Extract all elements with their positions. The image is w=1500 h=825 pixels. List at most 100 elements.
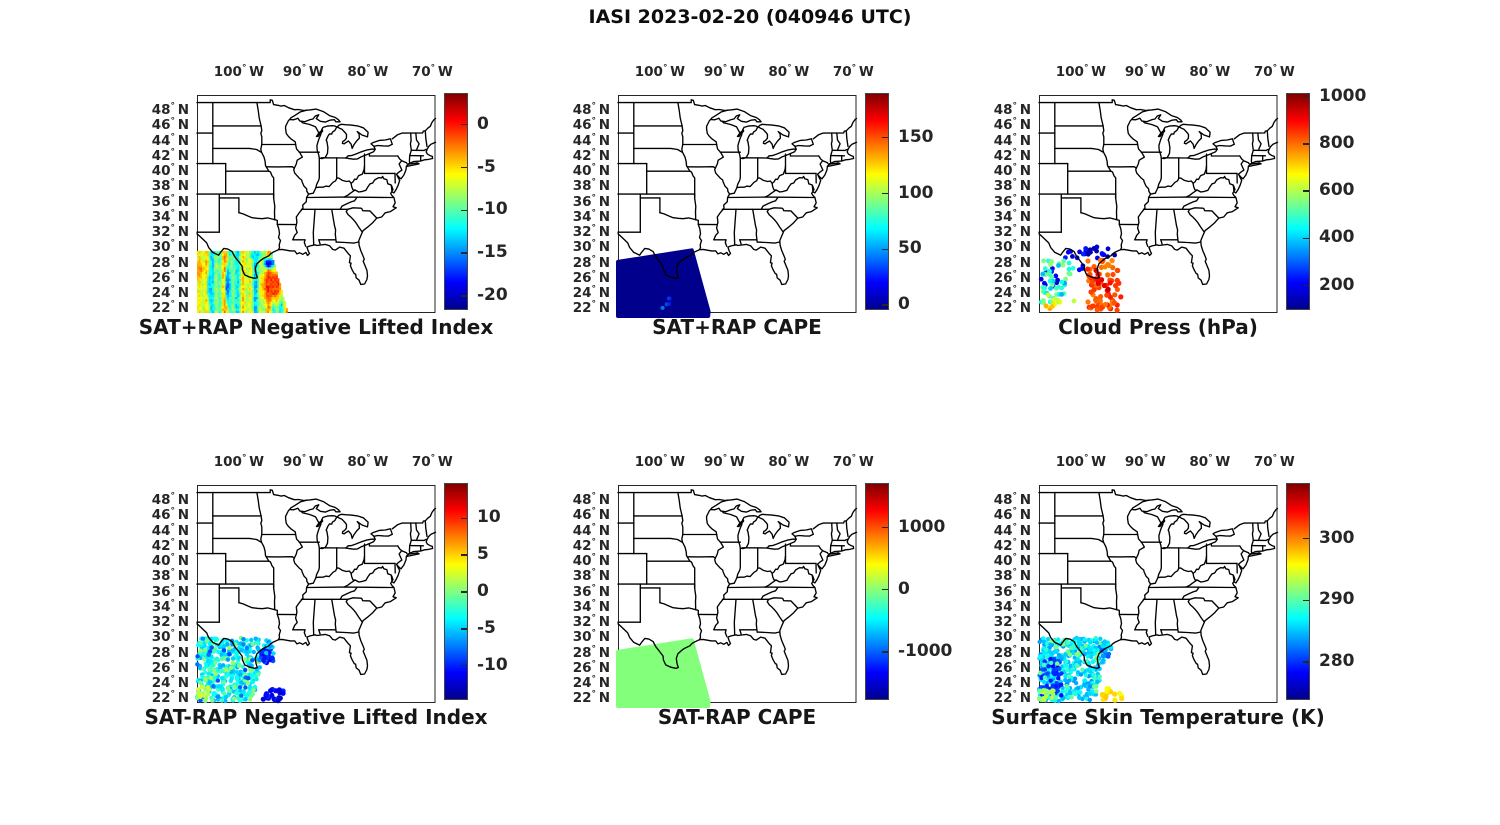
colorbar-tick-label: -20 [477, 285, 508, 305]
lat-tick-label: 34° N [572, 598, 610, 615]
colorbar-gradient [444, 93, 468, 310]
colorbar-tick-label: 10 [477, 507, 501, 528]
lon-tick-label: 100° W [1055, 453, 1107, 470]
lon-tick-label: 70° W [832, 63, 874, 80]
lat-tick-label: 28° N [151, 644, 189, 661]
lat-tick-label: 26° N [572, 269, 610, 286]
lat-tick-label: 22° N [993, 299, 1031, 317]
lat-tick-label: 32° N [993, 613, 1031, 631]
panel-title: SAT-RAP CAPE [657, 705, 817, 729]
lon-tick-label: 80° W [347, 453, 389, 470]
lat-tick-label: 36° N [572, 193, 610, 210]
lon-tick-label: 80° W [768, 63, 810, 80]
colorbar: 1000 800 600 400 200 [1286, 86, 1396, 310]
lat-tick-label: 24° N [151, 674, 189, 692]
colorbar-tick-label: 300 [1319, 527, 1355, 548]
lon-tick-label: 90° W [703, 63, 745, 80]
colorbar-tick-label: -10 [477, 654, 508, 675]
lat-tick-label: 34° N [151, 208, 189, 225]
lat-tick-label: 42° N [151, 147, 189, 164]
colorbar-tick-label: -5 [477, 617, 496, 638]
lat-tick-label: 36° N [151, 193, 189, 210]
lat-tick-label: 40° N [572, 162, 610, 180]
lat-tick-label: 26° N [151, 659, 189, 676]
lat-tick-label: 30° N [993, 628, 1031, 646]
basemap-layer [617, 489, 858, 676]
colorbar-tick-label: -15 [477, 242, 508, 263]
colorbar-tick-label: 800 [1319, 132, 1355, 153]
colorbar-tick-label: 600 [1319, 180, 1355, 201]
map-area [616, 95, 858, 318]
map-area [1038, 95, 1279, 313]
colorbar-tick [461, 554, 467, 556]
colorbar-tick [882, 192, 888, 195]
data-layer [616, 248, 711, 318]
colorbar-tick [882, 651, 888, 653]
lon-tick-label: 80° W [1189, 63, 1231, 80]
colorbar-gradient [1286, 483, 1310, 700]
lat-tick-label: 46° N [151, 506, 189, 524]
colorbar-tick [1303, 284, 1309, 287]
lat-tick-label: 34° N [151, 598, 189, 615]
map-area [616, 485, 858, 708]
lat-tick-label: 30° N [993, 238, 1031, 256]
lon-tick-label: 70° W [832, 453, 874, 470]
colorbar-tick-label: 0 [477, 580, 489, 601]
lon-tick-label: 80° W [1189, 453, 1231, 470]
colorbar-tick [1303, 599, 1309, 602]
lon-tick-label: 70° W [1253, 453, 1295, 470]
lat-tick-label: 40° N [993, 552, 1031, 570]
data-layer [197, 250, 288, 313]
lon-tick-label: 100° W [634, 453, 686, 470]
colorbar-tick [461, 628, 467, 630]
lon-tick-label: 90° W [282, 453, 324, 470]
colorbar-tick-label: 280 [1319, 651, 1355, 672]
colorbar-tick-label: 0 [898, 578, 910, 599]
panel-surface-skin-temperature: 300 290 280 Surface Skin Temperature (K) 1… [991, 454, 1354, 729]
lat-tick-label: 48° N [993, 101, 1031, 119]
lat-tick-label: 22° N [993, 689, 1031, 707]
panel-title: Surface Skin Temperature (K) [991, 705, 1325, 729]
lat-tick-label: 24° N [993, 674, 1031, 692]
lat-tick-label: 44° N [993, 522, 1031, 539]
colorbar-tick-label: 400 [1319, 227, 1355, 248]
lat-tick-label: 30° N [151, 628, 189, 646]
colorbar-tick-label: 290 [1319, 589, 1355, 610]
lat-tick-label: 44° N [151, 522, 189, 539]
lat-tick-label: 28° N [993, 644, 1031, 661]
colorbar: 150 100 50 0 [865, 93, 975, 314]
colorbar-tick-label: 0 [477, 113, 489, 134]
colorbar-tick [1303, 237, 1309, 240]
panel-title: SAT+RAP CAPE [652, 315, 822, 339]
lon-tick-label: 70° W [1253, 63, 1295, 80]
lat-tick-label: 40° N [151, 162, 189, 180]
map-svg [1037, 485, 1279, 704]
lat-tick-label: 28° N [993, 254, 1031, 271]
lat-tick-label: 42° N [993, 537, 1031, 554]
colorbar: 300 290 280 [1286, 483, 1396, 700]
colorbar-tick [461, 209, 467, 212]
data-layer [1037, 635, 1125, 704]
lat-tick-label: 34° N [993, 208, 1031, 225]
lat-tick-label: 44° N [151, 132, 189, 149]
colorbar-tick [882, 588, 888, 591]
map-area [196, 95, 437, 313]
lat-tick-label: 46° N [993, 116, 1031, 134]
colorbar-tick [882, 136, 888, 139]
panel-sat-minus-rap-cape: 1000 0 -1000 SAT-RAP CAPE 100° W 90° W 80° W… [573, 454, 953, 729]
map-svg [616, 95, 858, 318]
lat-tick-label: 28° N [572, 644, 610, 661]
lat-tick-label: 38° N [572, 567, 610, 585]
lat-tick-label: 42° N [993, 147, 1031, 164]
lon-tick-label: 70° W [411, 453, 453, 470]
colorbar-tick-label: 0 [898, 294, 910, 315]
colorbar-tick [461, 517, 467, 520]
data-layer [1038, 244, 1124, 313]
lat-tick-label: 32° N [151, 613, 189, 631]
lat-tick-label: 36° N [993, 193, 1031, 210]
data-layer [194, 635, 286, 704]
lat-tick-label: 26° N [993, 269, 1031, 286]
lat-tick-label: 24° N [572, 284, 610, 302]
figure-title: IASI 2023-02-20 (040946 UTC) [588, 6, 912, 28]
